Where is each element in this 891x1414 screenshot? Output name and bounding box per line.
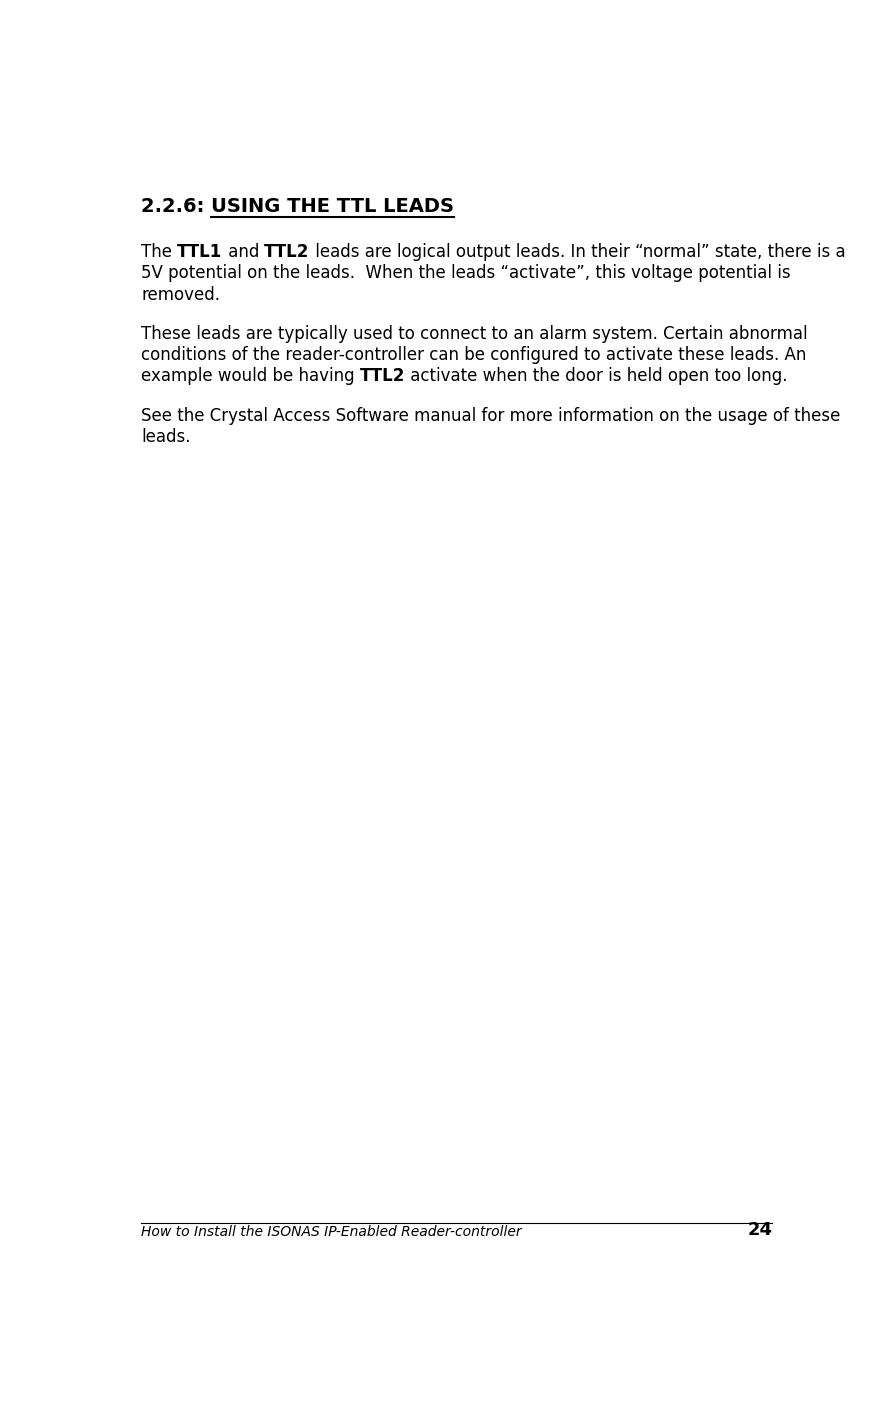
- Text: 24: 24: [748, 1220, 772, 1239]
- Text: See the Crystal Access Software manual for more information on the usage of thes: See the Crystal Access Software manual f…: [141, 407, 840, 424]
- Text: leads.: leads.: [141, 428, 191, 445]
- Text: conditions of the reader-controller can be configured to activate these leads. A: conditions of the reader-controller can …: [141, 346, 806, 365]
- Text: How to Install the ISONAS IP-Enabled Reader-controller: How to Install the ISONAS IP-Enabled Rea…: [141, 1225, 522, 1239]
- Text: These leads are typically used to connect to an alarm system. Certain abnormal: These leads are typically used to connec…: [141, 325, 808, 342]
- Text: The: The: [141, 243, 177, 262]
- Text: leads are logical output leads. In their “normal” state, there is a: leads are logical output leads. In their…: [309, 243, 846, 262]
- Text: 5V potential on the leads.  When the leads “activate”, this voltage potential is: 5V potential on the leads. When the lead…: [141, 264, 790, 283]
- Text: example would be having: example would be having: [141, 368, 360, 386]
- Text: TTL1: TTL1: [177, 243, 223, 262]
- Text: and: and: [223, 243, 265, 262]
- Text: removed.: removed.: [141, 286, 220, 304]
- Text: TTL2: TTL2: [360, 368, 405, 386]
- Text: activate when the door is held open too long.: activate when the door is held open too …: [405, 368, 788, 386]
- Text: 2.2.6: USING THE TTL LEADS: 2.2.6: USING THE TTL LEADS: [141, 197, 454, 216]
- Text: TTL2: TTL2: [265, 243, 309, 262]
